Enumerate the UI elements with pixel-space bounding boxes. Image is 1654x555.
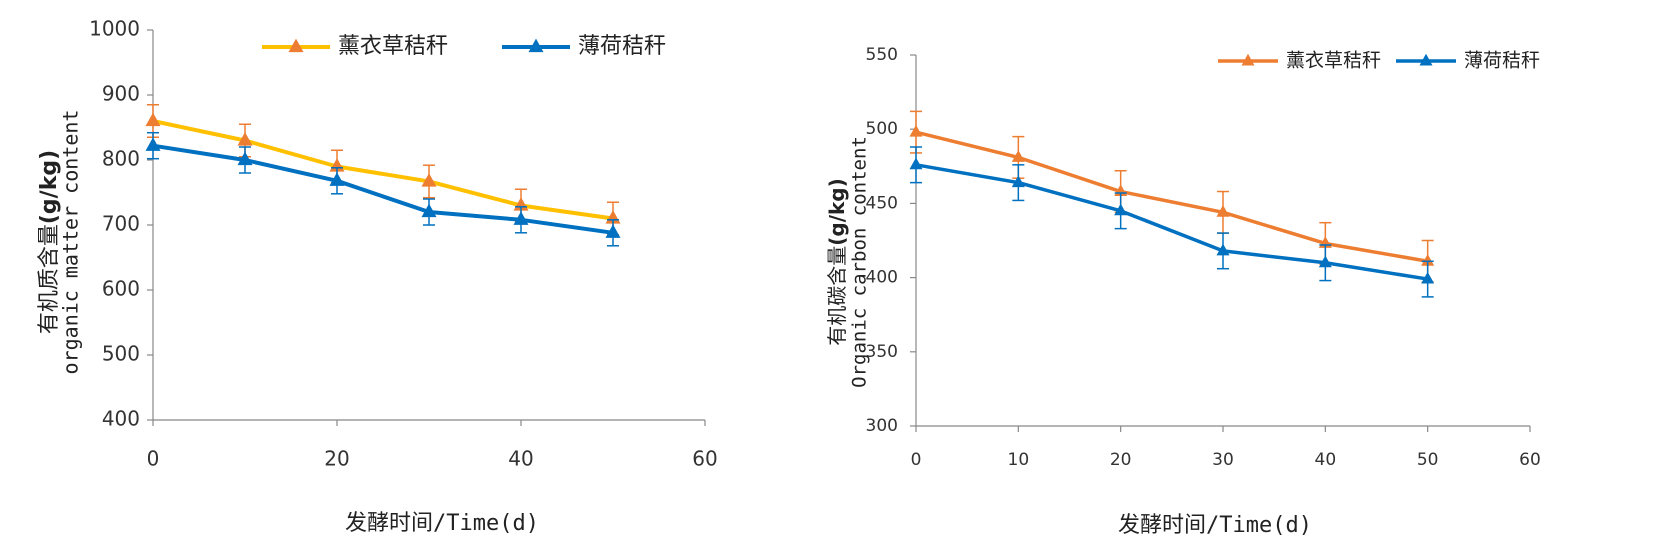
chart1-y-axis-title: 有机质含量(g/kg) organic matter content [37, 110, 83, 375]
chart2-data-point [1114, 203, 1128, 216]
chart-organic-carbon: 300 350 400 450 500 550 0 10 20 30 40 50 60 薰衣草秸秆 薄荷秸… [825, 45, 1541, 538]
svg-text:有机碳含量(g/kg): 有机碳含量(g/kg) [825, 178, 849, 346]
chart2-x-tick-label: 30 [1212, 450, 1234, 470]
chart2-x-tick-label: 50 [1417, 450, 1439, 470]
chart2-y-title-en: Organic carbon content [849, 136, 871, 388]
svg-text:有机质含量(g/kg): 有机质含量(g/kg) [37, 150, 62, 334]
chart2-legend-item-1: 薰衣草秸秆 [1218, 50, 1381, 72]
chart1-x-tick-label: 60 [692, 447, 717, 471]
chart1-data-point [237, 151, 253, 166]
chart1-series-2 [145, 131, 621, 247]
chart1-legend-item-1: 薰衣草秸秆 [262, 34, 448, 59]
chart1-legend-item-2: 薄荷秸秆 [502, 34, 666, 59]
chart2-data-point [909, 157, 923, 170]
chart2-legend-marker [1419, 53, 1433, 66]
chart1-y-tick-label: 800 [102, 147, 140, 171]
chart2-x-tick-label: 10 [1008, 450, 1030, 470]
chart1-y-title-cn: 有机质含量 [37, 224, 62, 334]
chart1-data-point [605, 224, 621, 238]
chart1-y-title-en: organic matter content [59, 110, 83, 375]
chart1-data-point [145, 137, 161, 151]
chart2-y-tick-label: 400 [866, 268, 898, 288]
chart2-data-point [1421, 254, 1435, 266]
chart1-data-point [421, 173, 437, 187]
chart1-y-tick-label: 400 [102, 407, 140, 431]
chart2-x-tick-label: 40 [1315, 450, 1337, 470]
chart2-data-point [1011, 175, 1025, 188]
chart1-x-tick-label: 0 [147, 447, 160, 471]
chart1-series-2-line [152, 143, 614, 235]
chart2-y-tick-label: 550 [866, 45, 898, 65]
chart1-legend-marker [528, 38, 544, 53]
chart2-data-point [1421, 271, 1435, 284]
chart1-legend: 薰衣草秸秆 薄荷秸秆 [262, 34, 666, 59]
chart2-legend-label: 薄荷秸秆 [1464, 50, 1540, 72]
chart2-x-tick-label: 0 [911, 450, 922, 470]
chart2-series-1 [909, 110, 1435, 283]
chart1-legend-label: 薄荷秸秆 [578, 34, 666, 59]
chart2-x-axis-title: 发酵时间/Time(d) [1118, 513, 1312, 538]
chart1-x-axis-title: 发酵时间/Time(d) [345, 511, 539, 536]
chart1-data-point [237, 132, 253, 146]
chart2-ticks: 300 350 400 450 500 550 0 10 20 30 40 50 60 [866, 45, 1541, 470]
chart2-data-point [1011, 150, 1025, 162]
chart2-data-point [1216, 243, 1230, 256]
chart2-y-tick-label: 350 [866, 342, 898, 362]
chart2-legend-marker [1241, 53, 1255, 66]
chart1-series [145, 104, 621, 247]
chart1-data-point [421, 203, 437, 218]
chart2-series [909, 110, 1435, 298]
chart2-legend-label: 薰衣草秸秆 [1286, 50, 1381, 72]
chart1-y-tick-label: 700 [102, 212, 140, 236]
chart1-data-point [145, 112, 161, 127]
chart2-x-tick-label: 20 [1110, 450, 1132, 470]
chart2-series-2 [909, 146, 1435, 298]
chart2-data-point [1216, 205, 1230, 217]
chart2-data-point [909, 124, 923, 137]
chart1-y-tick-label: 900 [102, 82, 140, 106]
chart2-y-axis-title: 有机碳含量(g/kg) Organic carbon content [825, 136, 871, 388]
chart2-series-2-line [915, 163, 1428, 281]
chart2-series-1-line [915, 130, 1428, 264]
chart1-data-point [513, 211, 529, 225]
chart1-data-point [329, 172, 345, 186]
chart1-series-1-line [152, 119, 614, 221]
chart2-y-tick-label: 300 [866, 416, 898, 436]
chart1-series-1 [145, 104, 621, 236]
chart1-y-tick-label: 500 [102, 342, 140, 366]
chart1-legend-label: 薰衣草秸秆 [338, 34, 448, 59]
chart2-legend: 薰衣草秸秆 薄荷秸秆 [1218, 50, 1540, 72]
chart1-y-tick-label: 600 [102, 277, 140, 301]
chart2-y-tick-label: 450 [866, 193, 898, 213]
chart1-x-tick-label: 40 [508, 447, 533, 471]
chart1-x-tick-label: 20 [324, 447, 349, 471]
chart2-y-title-unit-top: (g/kg) [825, 178, 849, 246]
chart2-y-tick-label: 500 [866, 119, 898, 139]
chart1-ticks: 400 500 600 700 800 900 1000 0 20 40 60 [89, 17, 718, 471]
chart2-data-point [1318, 255, 1332, 268]
chart1-legend-marker [288, 38, 304, 53]
chart2-y-title-cn: 有机碳含量 [825, 246, 849, 346]
chart2-x-tick-label: 60 [1519, 450, 1541, 470]
chart2-legend-item-2: 薄荷秸秆 [1396, 50, 1540, 72]
chart1-y-title-unit-top: (g/kg) [37, 150, 62, 224]
chart1-y-tick-label: 1000 [89, 17, 140, 41]
